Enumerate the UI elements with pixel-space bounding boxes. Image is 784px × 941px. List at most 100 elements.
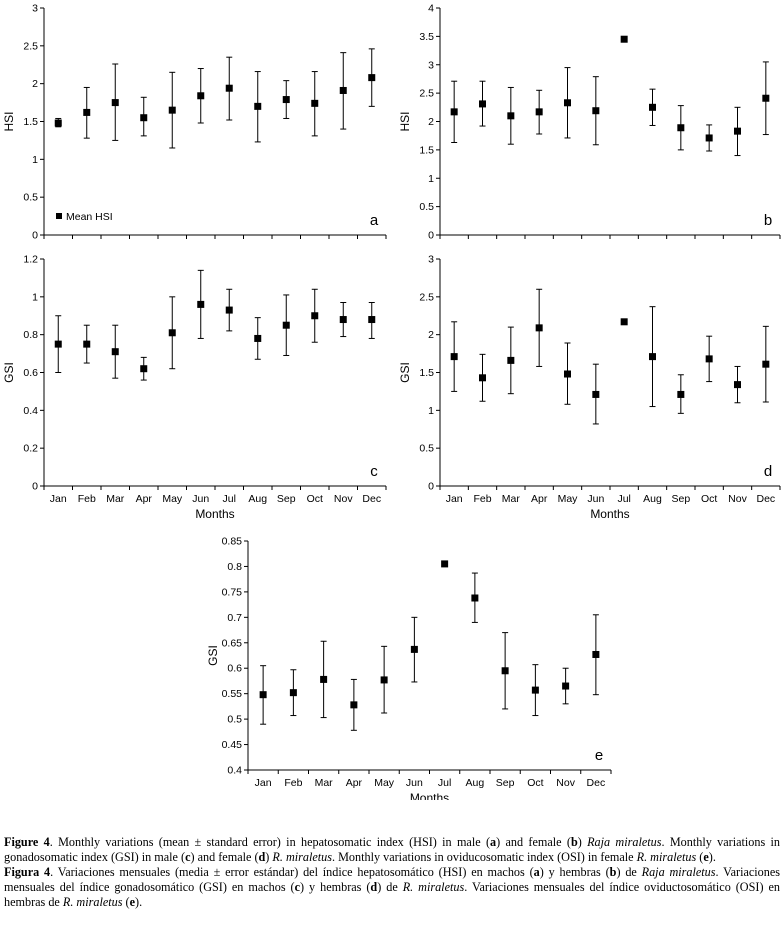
caption-segment: ( xyxy=(696,850,704,864)
y-tick-label: 2.5 xyxy=(419,88,434,100)
x-tick-label: Mar xyxy=(502,493,521,505)
caption-segment: ) y hembras ( xyxy=(300,880,371,894)
y-tick-label: 0.5 xyxy=(419,443,434,455)
y-tick-label: 0.6 xyxy=(227,663,242,675)
caption-segment: . Monthly variations (mean ± standard er… xyxy=(49,835,491,849)
data-point xyxy=(649,353,656,361)
data-point xyxy=(501,667,509,675)
data-point xyxy=(620,318,628,326)
caption-spanish: Figura 4. Variaciones mensuales (media ±… xyxy=(4,865,780,910)
y-tick-label: 2.5 xyxy=(419,291,434,303)
y-tick-label: 2.5 xyxy=(23,40,38,52)
data-point xyxy=(289,689,297,697)
caption-segment: ) and female ( xyxy=(496,835,571,849)
y-tick-label: 2 xyxy=(428,329,434,341)
data-point xyxy=(54,119,62,127)
caption-segment: e xyxy=(703,850,709,864)
x-tick-label: Jun xyxy=(406,777,423,789)
data-point xyxy=(564,99,571,107)
data-point xyxy=(140,114,148,122)
caption-english: Figure 4. Monthly variations (mean ± sta… xyxy=(4,835,780,865)
y-tick-label: 4 xyxy=(428,3,434,15)
y-tick-label: 0.55 xyxy=(222,688,243,700)
x-tick-label: Dec xyxy=(756,493,775,505)
caption-segment: ) y hembras ( xyxy=(539,865,610,879)
caption-segment: ). xyxy=(708,850,716,864)
data-point xyxy=(441,560,449,568)
data-point xyxy=(592,650,600,658)
caption-segment: d xyxy=(370,880,378,894)
y-tick-label: 3 xyxy=(32,3,38,15)
data-point xyxy=(111,99,119,107)
caption-segment: R. miraletus xyxy=(402,880,465,894)
caption-segment: b xyxy=(609,865,617,879)
x-tick-label: Sep xyxy=(496,777,515,789)
x-tick-label: Jan xyxy=(446,493,463,505)
data-point xyxy=(83,340,91,348)
y-tick-label: 1.5 xyxy=(23,116,38,128)
y-tick-label: 0.85 xyxy=(222,536,243,548)
y-tick-label: 0.75 xyxy=(222,586,243,598)
data-point xyxy=(705,134,713,142)
y-axis-title: GSI xyxy=(398,362,412,383)
data-point xyxy=(592,107,600,115)
caption-segment: Raja miraletus xyxy=(641,865,716,879)
x-tick-label: Dec xyxy=(587,777,606,789)
x-tick-label: Jun xyxy=(587,493,604,505)
data-point xyxy=(350,701,358,709)
y-tick-label: 0.45 xyxy=(222,739,243,751)
x-tick-label: Nov xyxy=(334,493,353,505)
data-point xyxy=(507,112,515,120)
x-tick-label: May xyxy=(374,777,395,789)
y-axis-title: HSI xyxy=(398,111,412,131)
y-tick-label: 0 xyxy=(32,230,38,242)
caption-figure-label: Figure 4 xyxy=(4,835,50,849)
y-tick-label: 1 xyxy=(32,154,38,166)
data-point xyxy=(225,306,233,314)
x-tick-label: Mar xyxy=(106,493,125,505)
caption-segment: d xyxy=(258,850,266,864)
y-axis-title: GSI xyxy=(206,645,220,666)
data-point xyxy=(197,300,205,308)
data-point xyxy=(83,108,91,116)
caption-segment: . Variaciones mensuales del índice gonad… xyxy=(4,865,780,894)
x-tick-label: Sep xyxy=(671,493,690,505)
caption-segment: ( xyxy=(122,895,130,909)
data-point xyxy=(368,74,376,82)
figure-caption: Figure 4. Monthly variations (mean ± sta… xyxy=(4,835,780,910)
panel-c: 0 0.2 0.4 0.6 0.8 1 1.2 Jan Feb Mar Apr May Jun Jul Au… xyxy=(2,254,387,521)
y-tick-label: 2 xyxy=(32,78,38,90)
data-point xyxy=(564,370,571,378)
data-point xyxy=(649,103,656,111)
x-tick-label: Aug xyxy=(248,493,267,505)
x-tick-label: Jul xyxy=(617,493,630,505)
caption-segment: ) de xyxy=(377,880,403,894)
data-point xyxy=(168,329,176,337)
caption-segment: a xyxy=(533,865,540,879)
x-tick-label: Oct xyxy=(701,493,717,505)
data-point xyxy=(225,84,233,92)
data-point xyxy=(677,390,685,398)
data-point xyxy=(140,365,148,373)
legend-label: Mean HSI xyxy=(66,211,113,223)
data-point xyxy=(311,312,319,320)
x-tick-label: Sep xyxy=(277,493,296,505)
caption-segment: a xyxy=(490,835,497,849)
data-point xyxy=(479,374,486,382)
y-axis-title: HSI xyxy=(2,111,16,131)
panel-letter: c xyxy=(370,463,378,480)
data-point xyxy=(259,691,267,699)
x-tick-label: Jun xyxy=(192,493,209,505)
data-point xyxy=(762,360,770,368)
data-point xyxy=(254,102,262,110)
y-tick-label: 3.5 xyxy=(419,31,434,43)
data-point xyxy=(311,99,319,107)
caption-segment: ). xyxy=(135,895,143,909)
data-point xyxy=(450,108,458,116)
x-tick-label: May xyxy=(558,493,579,505)
data-point xyxy=(705,355,713,363)
x-tick-label: Nov xyxy=(728,493,747,505)
x-tick-label: Aug xyxy=(643,493,662,505)
data-point xyxy=(450,353,458,361)
caption-segment: . Monthly variations in oviducosomatic i… xyxy=(332,850,637,864)
